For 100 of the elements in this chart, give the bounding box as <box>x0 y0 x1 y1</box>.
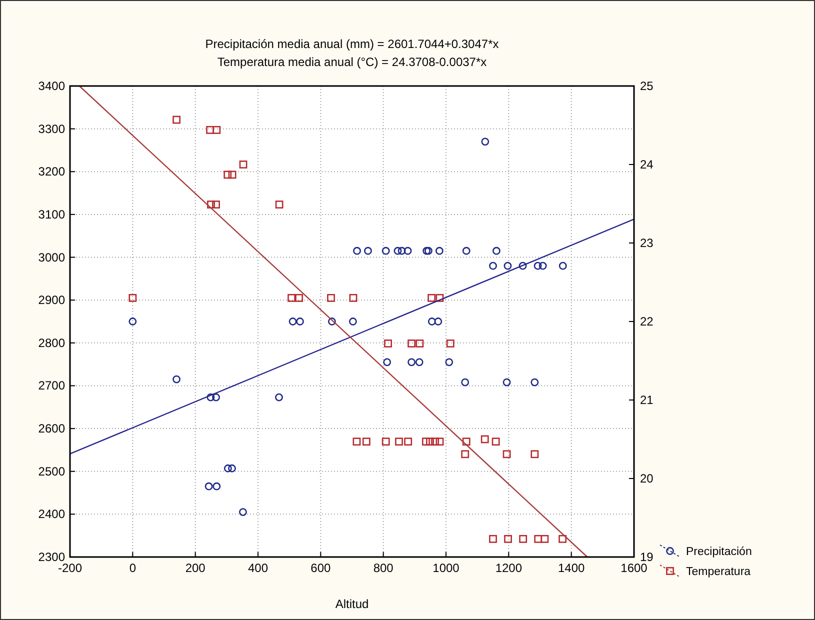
chart-title: Precipitación media anual (mm) = 2601.7044+0.3047*x <box>205 37 499 51</box>
y2-tick-label: 24 <box>640 158 654 172</box>
y-tick-label: 3200 <box>38 164 66 179</box>
point <box>362 438 370 446</box>
point <box>408 358 416 366</box>
point <box>518 262 527 270</box>
x-tick-label: 1600 <box>620 561 648 575</box>
point <box>462 246 470 255</box>
point <box>558 262 567 270</box>
y2-tick-label: 23 <box>640 236 654 250</box>
point <box>394 246 402 255</box>
point <box>534 534 542 543</box>
point <box>436 294 444 302</box>
point <box>422 438 430 446</box>
point <box>502 378 511 386</box>
point <box>504 534 512 543</box>
point <box>212 126 221 134</box>
point <box>327 294 335 302</box>
point <box>382 438 390 446</box>
y2-tick-label: 22 <box>640 314 654 328</box>
point <box>530 378 539 386</box>
point <box>128 318 137 326</box>
point <box>212 482 221 490</box>
point <box>383 358 392 366</box>
point <box>415 358 424 366</box>
y-tick-label: 3300 <box>38 122 66 136</box>
point <box>481 138 490 146</box>
point <box>408 340 416 348</box>
point <box>275 393 283 402</box>
point <box>461 450 470 458</box>
point <box>239 160 248 168</box>
point <box>228 170 236 179</box>
y-tick-label: 3100 <box>38 207 66 222</box>
y-tick-label: 3400 <box>38 79 66 93</box>
point <box>489 262 497 270</box>
point <box>348 318 357 326</box>
point <box>428 294 436 302</box>
point <box>422 246 431 255</box>
y-tick-label: 2900 <box>38 293 66 308</box>
point <box>384 340 392 348</box>
x-tick-label: 1400 <box>558 561 586 575</box>
point <box>492 438 500 446</box>
point <box>558 534 567 543</box>
y-tick-label: 2800 <box>38 336 66 350</box>
x-axis-title: Altitud <box>335 597 369 611</box>
point <box>296 318 304 326</box>
point <box>172 375 180 384</box>
point <box>492 246 500 255</box>
point <box>480 435 489 444</box>
point <box>540 534 549 543</box>
point <box>445 358 454 366</box>
x-tick-label: 1200 <box>495 561 522 575</box>
point <box>328 318 336 326</box>
point <box>404 438 412 446</box>
point <box>206 126 214 134</box>
point <box>424 246 432 255</box>
point <box>353 246 361 255</box>
y-tick-label: 2400 <box>38 507 66 522</box>
y2-tick-label: 20 <box>640 472 654 486</box>
point <box>426 438 434 446</box>
point <box>352 438 361 446</box>
x-tick-label: 800 <box>373 561 394 575</box>
point <box>172 116 180 124</box>
point <box>519 534 528 543</box>
x-tick-label: 200 <box>185 561 206 575</box>
point <box>416 340 424 348</box>
y-tick-label: 2600 <box>38 422 66 436</box>
point <box>489 534 497 543</box>
point <box>504 262 512 270</box>
point <box>538 262 547 270</box>
chart-subtitle: Temperatura media anual (°C) = 24.3708-0.0037*x <box>217 55 487 69</box>
legend-label: Precipitación <box>686 546 752 558</box>
point <box>275 200 284 208</box>
point <box>461 378 470 386</box>
point <box>395 438 403 446</box>
x-tick-label: 0 <box>129 561 136 575</box>
point <box>224 170 232 179</box>
point <box>428 318 436 326</box>
point <box>435 246 444 255</box>
point <box>204 482 213 490</box>
point <box>212 200 220 208</box>
y-tick-label: 3000 <box>38 250 66 264</box>
point <box>228 464 236 472</box>
point <box>502 450 511 458</box>
y-tick-label: 2300 <box>38 550 66 564</box>
point <box>364 246 372 255</box>
point <box>398 246 406 255</box>
y2-tick-label: 25 <box>640 79 654 93</box>
point <box>212 393 220 402</box>
x-tick-label: 400 <box>248 561 268 575</box>
point <box>224 464 232 472</box>
point <box>446 340 454 348</box>
point <box>295 294 303 302</box>
x-tick-label: 1000 <box>432 561 460 575</box>
legend-label: Temperatura <box>686 566 752 578</box>
point <box>288 318 297 326</box>
y-tick-label: 2500 <box>38 464 66 478</box>
point <box>534 262 542 270</box>
x-tick-label: 600 <box>310 561 331 575</box>
point <box>404 246 412 255</box>
